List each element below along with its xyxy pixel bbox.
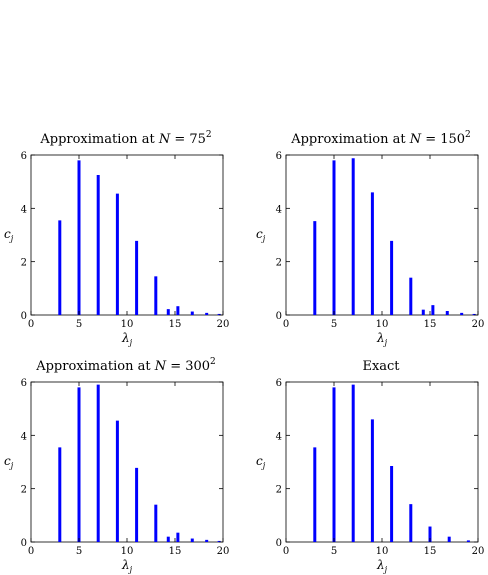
x-tick-label: 20 (217, 546, 230, 557)
y-tick-label: 2 (276, 485, 282, 496)
x-tick-label: 10 (376, 319, 389, 330)
x-tick-label: 0 (28, 546, 34, 557)
y-tick-label: 0 (276, 311, 282, 322)
y-axis-label: cj (4, 227, 14, 243)
y-tick-label: 6 (21, 378, 27, 389)
x-tick-label: 20 (217, 319, 230, 330)
y-tick-label: 4 (21, 431, 27, 442)
panel-3: Approximation at N = 3002 0 5 10 15 20 0246 … (4, 357, 229, 574)
x-tick-label: 5 (331, 546, 337, 557)
x-axis-label: λj (121, 558, 133, 574)
panel-title: Approximation at N = 3002 (35, 357, 216, 374)
y-tick-label: 2 (21, 258, 27, 269)
x-tick-label: 0 (28, 319, 34, 330)
y-tick-label: 4 (21, 204, 27, 215)
x-axis-label: λj (376, 331, 388, 347)
x-axis-ticks: 0 5 10 15 20 (28, 382, 230, 557)
y-axis-label: cj (256, 454, 266, 470)
x-tick-label: 15 (424, 319, 437, 330)
bar-group (58, 384, 221, 542)
y-axis-ticks: 0 2 4 6 (276, 378, 478, 549)
x-tick-label: 15 (424, 546, 437, 557)
y-tick-label: 6 (276, 378, 282, 389)
y-tick-label: 0 (276, 538, 282, 549)
x-tick-label: 0 (283, 319, 289, 330)
y-tick-label: 2 (276, 258, 282, 269)
y-axis-label: cj (256, 227, 266, 243)
y-tick-label: 0 (21, 311, 27, 322)
y-tick-label: 6 (276, 151, 282, 162)
bar-group (313, 384, 470, 542)
panel-title: Approximation at N = 752 (39, 130, 211, 147)
x-tick-label: 10 (121, 319, 134, 330)
x-tick-label: 10 (121, 546, 134, 557)
panel-title: Exact (362, 359, 400, 374)
panel-1: Approximation at N = 752 0 5 10 15 20 0 2 4 6 λ… (4, 130, 229, 347)
panel-2: Approximation at N = 1502 0 5 10 15 20 0246 … (256, 130, 484, 347)
y-tick-label: 0 (21, 538, 27, 549)
x-tick-label: 5 (331, 319, 337, 330)
y-axis-ticks: 0 2 4 6 (21, 151, 223, 322)
y-axis-label: cj (4, 454, 14, 470)
bar-group (58, 160, 221, 315)
y-tick-label: 6 (21, 151, 27, 162)
x-axis-ticks: 0 5 10 15 20 (283, 155, 485, 330)
y-tick-label: 4 (276, 431, 282, 442)
x-tick-label: 15 (169, 319, 182, 330)
x-tick-label: 10 (376, 546, 389, 557)
y-axis-ticks: 0 2 4 6 (276, 151, 478, 322)
x-axis-ticks: 0 5 10 15 20 (283, 382, 485, 557)
bar-group (313, 158, 476, 315)
y-tick-label: 4 (276, 204, 282, 215)
panel-title: Approximation at N = 1502 (290, 130, 471, 147)
x-tick-label: 20 (472, 319, 485, 330)
x-tick-label: 0 (283, 546, 289, 557)
x-tick-label: 5 (76, 546, 82, 557)
x-axis-label: λj (376, 558, 388, 574)
x-tick-label: 20 (472, 546, 485, 557)
panel-4: Exact 0 5 10 15 20 0 2 4 6 λj cj (256, 359, 484, 574)
x-tick-label: 5 (76, 319, 82, 330)
x-axis-ticks: 0 5 10 15 20 (28, 155, 230, 330)
x-axis-label: λj (121, 331, 133, 347)
y-tick-label: 2 (21, 485, 27, 496)
y-axis-ticks: 0 2 4 6 (21, 378, 223, 549)
x-tick-label: 15 (169, 546, 182, 557)
